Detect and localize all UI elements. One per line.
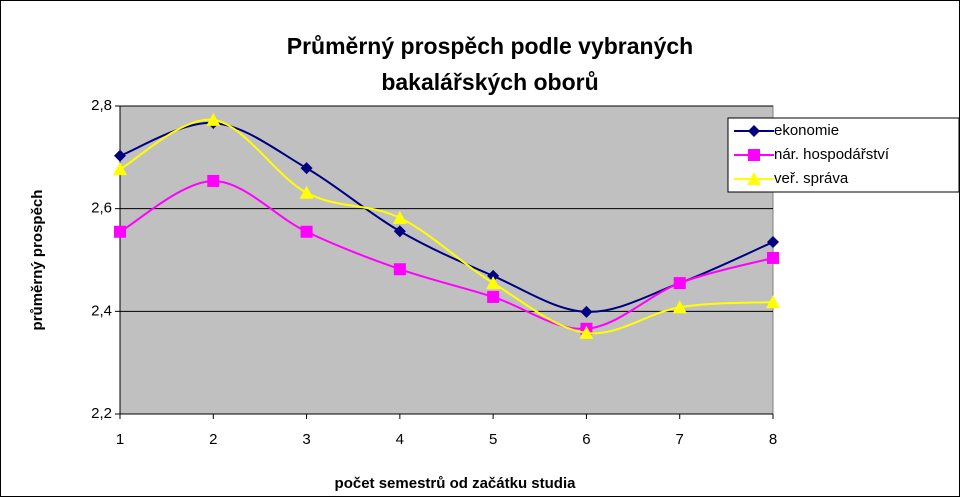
data-point [767,251,779,264]
data-point [579,325,594,339]
legend-marker [748,125,760,137]
x-tick-label: 8 [769,431,777,448]
x-axis-label: počet semestrů od začátku studia [335,475,577,492]
x-tick-label: 2 [209,431,217,448]
data-point [299,185,314,199]
data-point [487,290,500,303]
y-tick-label: 2,2 [91,405,112,422]
x-tick-label: 7 [676,431,684,448]
legend-label: nár. hospodářství [774,146,890,163]
data-point [393,225,406,238]
x-tick-label: 6 [582,431,590,448]
data-point [673,277,686,290]
x-tick-label: 3 [302,431,310,448]
data-point [487,269,500,282]
data-point [207,174,220,187]
legend-label: ekonomie [774,122,839,139]
data-point [206,112,221,126]
data-point [580,305,593,318]
data-point [114,225,126,238]
data-point [392,210,407,224]
y-tick-label: 2,6 [91,200,112,217]
y-tick-label: 2,8 [91,97,112,114]
legend-label: veř. správa [774,170,849,187]
legend-marker [747,172,761,185]
plot-area [119,105,774,415]
data-point [300,225,313,238]
series-line [119,118,774,335]
series-line [119,179,774,330]
data-point [766,295,780,309]
x-tick-label: 4 [396,431,404,448]
y-axis-label: průměrný prospěch [29,190,46,331]
data-point [393,263,406,276]
data-point [114,149,126,162]
data-point [672,300,687,314]
chart-title: Průměrný prospěch podle vybraných [287,33,693,59]
legend-marker [748,149,760,161]
data-point [300,162,313,175]
data-point [767,236,779,249]
x-tick-label: 1 [116,431,124,448]
chart-title: bakalářských oborů [381,69,598,95]
data-point [113,162,127,176]
y-tick-label: 2,4 [91,302,112,319]
x-tick-label: 5 [489,431,497,448]
data-point [486,276,501,290]
